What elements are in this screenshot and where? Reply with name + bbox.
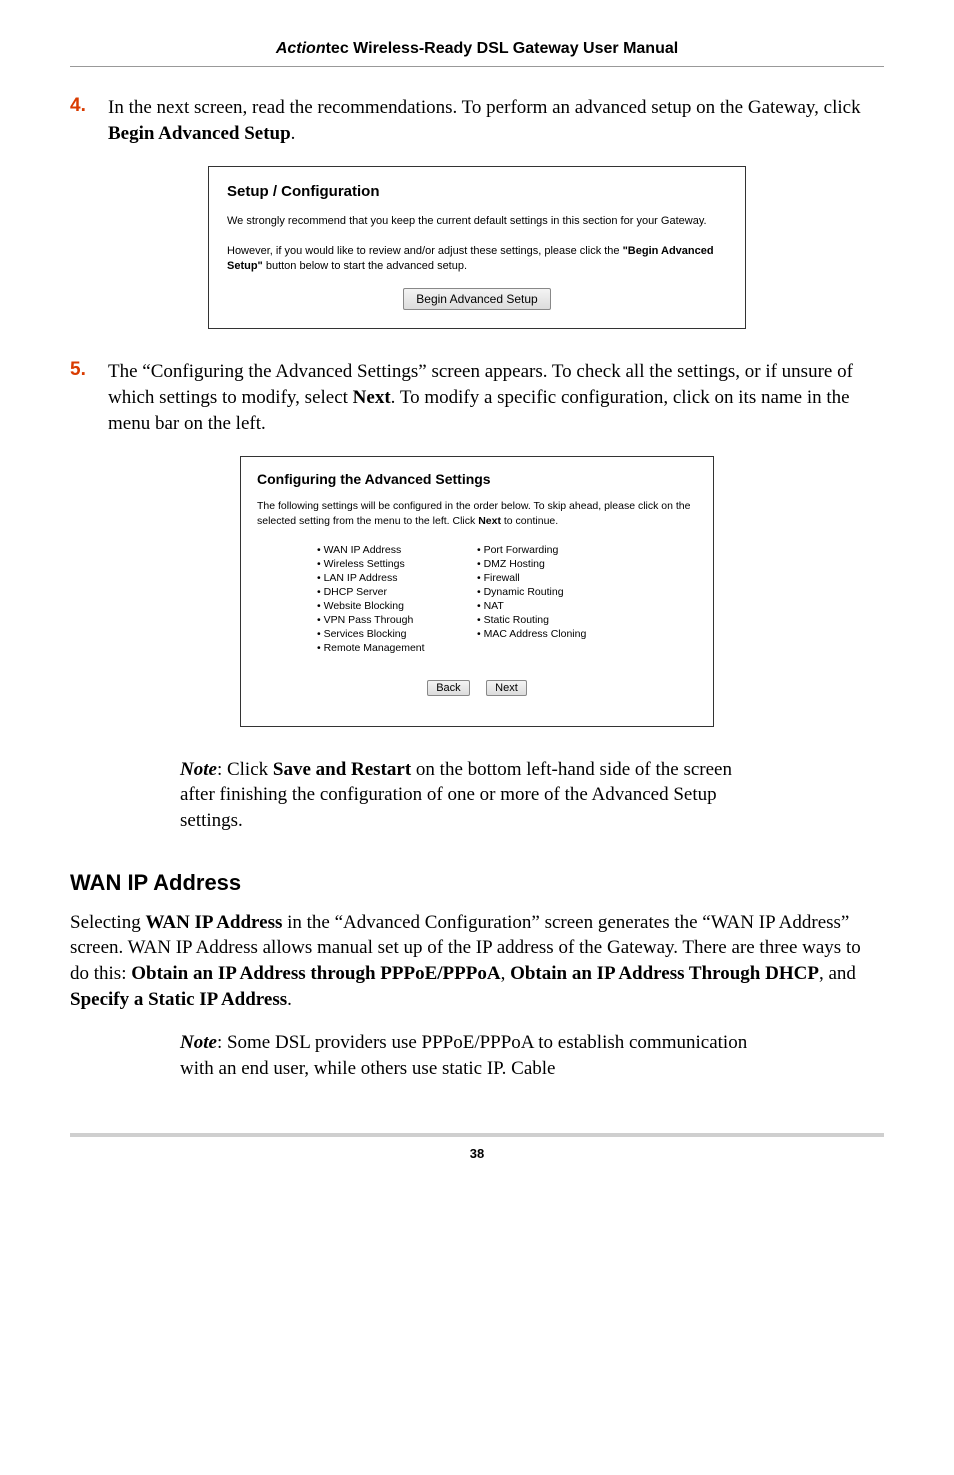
setup-configuration-panel: Setup / Configuration We strongly recomm… [208,166,746,329]
page-header: Actiontec Wireless-Ready DSL Gateway Use… [70,40,884,67]
ss1-para1: We strongly recommend that you keep the … [227,214,727,229]
ss2-left-1: Wireless Settings [317,558,477,570]
ss2-col-right: Port Forwarding DMZ Hosting Firewall Dyn… [477,544,637,656]
ss2-para: The following settings will be configure… [257,499,697,527]
ss2-col-left: WAN IP Address Wireless Settings LAN IP … [317,544,477,656]
note-1-bold: Save and Restart [273,759,411,780]
ss2-right-2: Firewall [477,572,637,584]
ss2-left-6: Services Blocking [317,628,477,640]
step-4-bold: Begin Advanced Setup [108,123,291,144]
ss2-left-2: LAN IP Address [317,572,477,584]
step-4-text-b: . [291,123,296,144]
ss2-button-row: Back Next [257,678,697,696]
mp-d: , and [819,963,856,984]
ss2-left-4: Website Blocking [317,600,477,612]
ss2-left-3: DHCP Server [317,586,477,598]
step-5: 5. The “Configuring the Advanced Setting… [70,359,884,436]
ss2-left-5: VPN Pass Through [317,614,477,626]
step-4: 4. In the next screen, read the recommen… [70,95,884,146]
brand-rest: tec [326,40,349,57]
next-button[interactable]: Next [486,680,527,696]
header-rest: Wireless-Ready DSL Gateway User Manual [349,40,678,57]
mp-b3: Obtain an IP Address Through DHCP [510,963,819,984]
ss2-right-6: MAC Address Cloning [477,628,637,640]
mp-b4: Specify a Static IP Address [70,989,287,1010]
ss2-right-0: Port Forwarding [477,544,637,556]
ss1-para2: However, if you would like to review and… [227,244,727,275]
header-title: Actiontec Wireless-Ready DSL Gateway Use… [276,40,678,57]
note-1: Note: Click Save and Restart on the bott… [180,757,760,834]
step-5-text: The “Configuring the Advanced Settings” … [108,359,884,436]
ss2-left-0: WAN IP Address [317,544,477,556]
page-footer: 38 [70,1133,884,1163]
step-4-text-a: In the next screen, read the recommendat… [108,97,861,118]
mp-a: Selecting [70,912,145,933]
ss2-right-3: Dynamic Routing [477,586,637,598]
section-heading-wan-ip: WAN IP Address [70,870,884,896]
step-4-text: In the next screen, read the recommendat… [108,95,884,146]
ss2-p1bold: Next [478,515,501,527]
mp-b2: Obtain an IP Address through PPPoE/PPPoA [131,963,500,984]
page-number: 38 [470,1146,484,1161]
back-button[interactable]: Back [427,680,469,696]
screenshot-2-wrap: Configuring the Advanced Settings The fo… [70,456,884,726]
note-1-a: : Click [217,759,273,780]
note-2-text: : Some DSL providers use PPPoE/PPPoA to … [180,1032,747,1079]
screenshot-1-wrap: Setup / Configuration We strongly recomm… [70,166,884,329]
mp-e: . [287,989,292,1010]
step-4-number: 4. [70,95,108,146]
ss1-p2b: button below to start the advanced setup… [263,260,467,272]
ss2-columns: WAN IP Address Wireless Settings LAN IP … [317,544,697,656]
ss2-title: Configuring the Advanced Settings [257,471,697,487]
wan-ip-paragraph: Selecting WAN IP Address in the “Advance… [70,910,884,1013]
note-2-label: Note [180,1032,217,1053]
mp-b1: WAN IP Address [145,912,282,933]
ss1-title: Setup / Configuration [227,183,727,200]
note-2: Note: Some DSL providers use PPPoE/PPPoA… [180,1030,760,1081]
begin-advanced-setup-button[interactable]: Begin Advanced Setup [403,288,550,310]
configuring-advanced-settings-panel: Configuring the Advanced Settings The fo… [240,456,714,726]
note-1-label: Note [180,759,217,780]
ss2-left-7: Remote Management [317,642,477,654]
mp-c: , [501,963,511,984]
ss2-right-1: DMZ Hosting [477,558,637,570]
ss2-p1b: to continue. [501,515,558,527]
ss2-p1a: The following settings will be configure… [257,500,690,526]
step-5-number: 5. [70,359,108,436]
ss2-right-4: NAT [477,600,637,612]
step-5-bold: Next [353,387,391,408]
ss2-right-5: Static Routing [477,614,637,626]
brand-italic: Action [276,40,326,57]
ss1-p2a: However, if you would like to review and… [227,245,623,257]
ss1-button-row: Begin Advanced Setup [227,288,727,310]
